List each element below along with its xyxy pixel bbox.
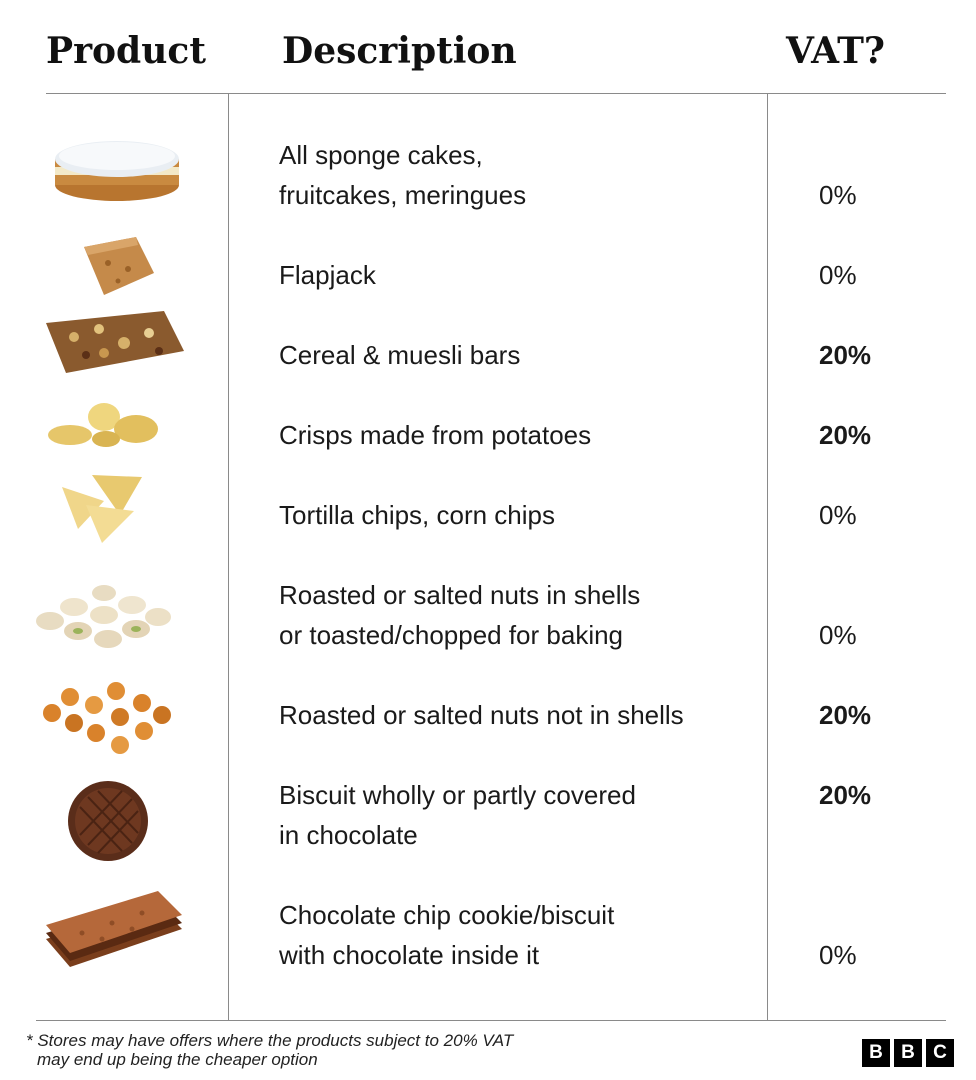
row-vat-value: 20%: [819, 780, 872, 810]
table-row: Biscuit wholly or partly covered in choc…: [0, 775, 976, 865]
column-divider-left: [228, 94, 229, 1020]
column-header-product: Product: [46, 30, 206, 72]
row-description-line1: Chocolate chip cookie/biscuit: [279, 900, 615, 930]
logo-letter: B: [862, 1039, 890, 1067]
row-vat-value: 0%: [819, 940, 857, 970]
potato-crisps-icon: [48, 403, 158, 447]
header-divider: [46, 93, 946, 94]
sponge-cake-icon: [55, 141, 179, 201]
table-row: Flapjack 0%: [0, 237, 976, 315]
row-vat-value: 0%: [819, 500, 857, 530]
row-vat-value: 20%: [819, 700, 872, 730]
flapjack-icon: [84, 237, 154, 295]
row-description: Roasted or salted nuts not in shells: [279, 700, 684, 730]
pistachios-icon: [36, 585, 171, 648]
row-description-line1: Roasted or salted nuts in shells: [279, 580, 641, 610]
row-vat-value: 0%: [819, 180, 857, 210]
row-description-line2: fruitcakes, meringues: [279, 180, 527, 210]
table-row: All sponge cakes, fruitcakes, meringues …: [0, 135, 976, 225]
row-description-line2: with chocolate inside it: [279, 940, 540, 970]
footnote: * Stores may have offers where the produ…: [26, 1031, 513, 1069]
row-description: Flapjack: [279, 260, 376, 290]
row-description-line1: All sponge cakes,: [279, 140, 483, 170]
logo-letter: B: [894, 1039, 922, 1067]
coated-peanuts-icon: [43, 682, 171, 754]
table-row: Tortilla chips, corn chips 0%: [0, 475, 976, 555]
row-vat-value: 0%: [819, 260, 857, 290]
tortilla-chips-icon: [62, 475, 142, 543]
sandwich-biscuit-icon: [46, 891, 182, 967]
row-vat-value: 0%: [819, 620, 857, 650]
row-description-line2: in chocolate: [279, 820, 418, 850]
cereal-bar-icon: [46, 311, 184, 373]
row-vat-value: 20%: [819, 420, 872, 450]
table-row: Roasted or salted nuts not in shells 20%: [0, 682, 976, 755]
row-description: Cereal & muesli bars: [279, 340, 521, 370]
row-description-line2: or toasted/chopped for baking: [279, 620, 624, 650]
table-row: Crisps made from potatoes 20%: [0, 403, 976, 475]
footnote-line1: * Stores may have offers where the produ…: [26, 1031, 514, 1050]
column-divider-right: [767, 94, 768, 1020]
table-row: Roasted or salted nuts in shells or toas…: [0, 575, 976, 665]
column-header-vat: VAT?: [786, 30, 885, 72]
bbc-logo: B B C: [862, 1039, 954, 1067]
table-bottom-divider: [36, 1020, 946, 1021]
table-row: Chocolate chip cookie/biscuit with choco…: [0, 891, 976, 985]
footnote-line2: may end up being the cheaper option: [37, 1050, 318, 1069]
row-vat-value: 20%: [819, 340, 872, 370]
table-row: Cereal & muesli bars 20%: [0, 311, 976, 395]
chocolate-biscuit-icon: [68, 781, 148, 861]
row-description-line1: Biscuit wholly or partly covered: [279, 780, 636, 810]
row-description: Tortilla chips, corn chips: [279, 500, 555, 530]
row-description: Crisps made from potatoes: [279, 420, 592, 450]
column-header-description: Description: [282, 30, 517, 72]
logo-letter: C: [926, 1039, 954, 1067]
